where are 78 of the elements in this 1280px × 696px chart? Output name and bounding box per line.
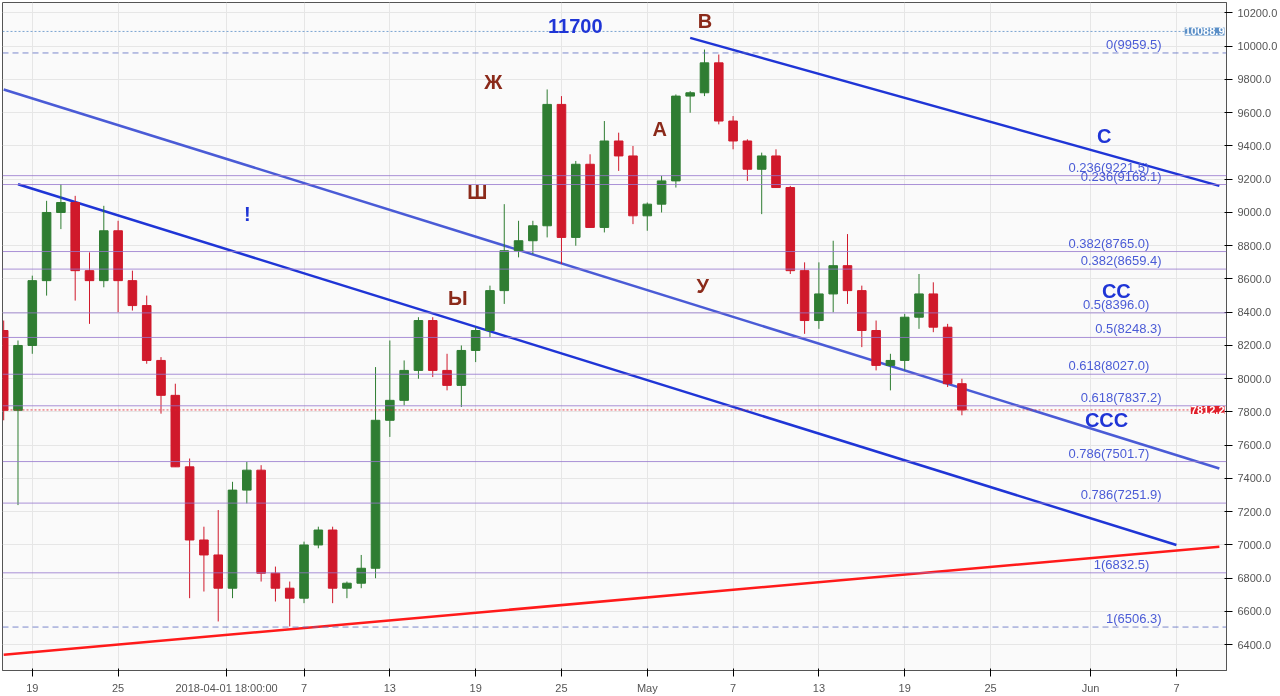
y-tick-label: 8600.0 [1237,272,1272,285]
y-tick-label: 7200.0 [1237,505,1272,518]
annotation: 11700 [548,14,603,37]
ref-line-label: 0.5(8248.3) [1095,321,1162,337]
y-tick-label: 9800.0 [1237,73,1272,86]
y-tick-label: 8800.0 [1237,239,1272,252]
x-tick-label: 25 [984,681,997,694]
ref-line-label: 10088.9 [1184,25,1225,38]
candlestick [613,132,624,172]
candlestick [728,115,738,150]
y-tick-label: 6600.0 [1237,605,1272,618]
candlestick [885,353,896,391]
candlestick [385,339,395,438]
candlestick [84,251,95,325]
y-tick-label: 10000.0 [1237,40,1278,53]
x-tick-label: Jun [1081,681,1100,694]
x-tick-label: 25 [111,681,125,694]
candlestick [470,326,481,363]
y-tick-label: 8200.0 [1237,339,1272,352]
x-tick-label: 13 [812,681,826,694]
x-tick-label: 7 [300,681,308,694]
annotation: Ж [483,70,504,93]
y-tick-label: 7400.0 [1237,472,1272,485]
ref-line-label: 1(6832.5) [1093,556,1150,572]
candlestick [313,526,324,549]
annotation: Ш [467,180,488,203]
annotation: С [1096,125,1112,148]
ref-line-label: 0.618(8027.0) [1068,358,1150,374]
x-tick-label: 25 [555,681,568,694]
candlestick [656,175,667,213]
y-tick-label: 6400.0 [1237,638,1272,651]
y-tick-label: 9600.0 [1237,106,1272,119]
y-tick-label: 6800.0 [1237,572,1272,585]
x-tick-label: May [636,681,659,694]
x-tick-label: 2018-04-01 18:00:00 [175,681,278,694]
annotation: В [697,10,713,33]
candlestick [914,273,924,330]
candlestick [756,152,767,215]
annotation: А [652,117,668,140]
y-tick-label: 10200.0 [1237,6,1278,19]
y-tick-label: 7000.0 [1237,538,1272,551]
ref-line-label: 1(6506.3) [1105,611,1162,627]
candlestick [642,202,653,232]
y-tick-label: 7800.0 [1237,405,1272,418]
candlestick [270,566,281,603]
candlestick [284,581,295,627]
y-tick-label: 9000.0 [1237,206,1272,219]
y-tick-label: 9400.0 [1237,139,1272,152]
ref-line-label: 0(9959.5) [1105,36,1162,52]
x-tick-label: 19 [469,681,482,694]
candlestick [199,526,209,593]
ref-line-label: 0.618(7837.2) [1080,389,1162,405]
ref-line-label: 0.786(7251.9) [1080,487,1162,503]
x-tick-label: 19 [898,681,911,694]
candlestick [56,183,66,230]
y-tick-label: 7600.0 [1237,439,1272,452]
candlestick [528,220,538,255]
ref-line-label: 7812.2 [1190,403,1225,416]
ref-line-label: 0.382(8765.0) [1068,235,1150,251]
x-tick-label: 7 [1173,681,1180,694]
x-tick-label: 19 [26,681,39,694]
x-tick-label: 13 [383,681,396,694]
candlestick [356,554,367,589]
y-tick-label: 8400.0 [1237,306,1272,319]
annotation: Ы [448,286,468,309]
annotation: У [696,274,710,297]
y-tick-label: 8000.0 [1237,372,1272,385]
candlestick [242,461,252,504]
x-tick-label: 7 [730,681,737,694]
y-tick-label: 9200.0 [1237,173,1272,186]
candlestick [342,581,352,599]
candlestick [513,220,524,258]
annotation: ! [243,203,251,226]
annotation: ССС [1084,409,1129,431]
ref-line-label: 0.786(7501.7) [1068,445,1150,461]
ref-line-label: 0.382(8659.4) [1080,253,1162,269]
candlestick [442,353,452,391]
candlestick [685,90,695,114]
